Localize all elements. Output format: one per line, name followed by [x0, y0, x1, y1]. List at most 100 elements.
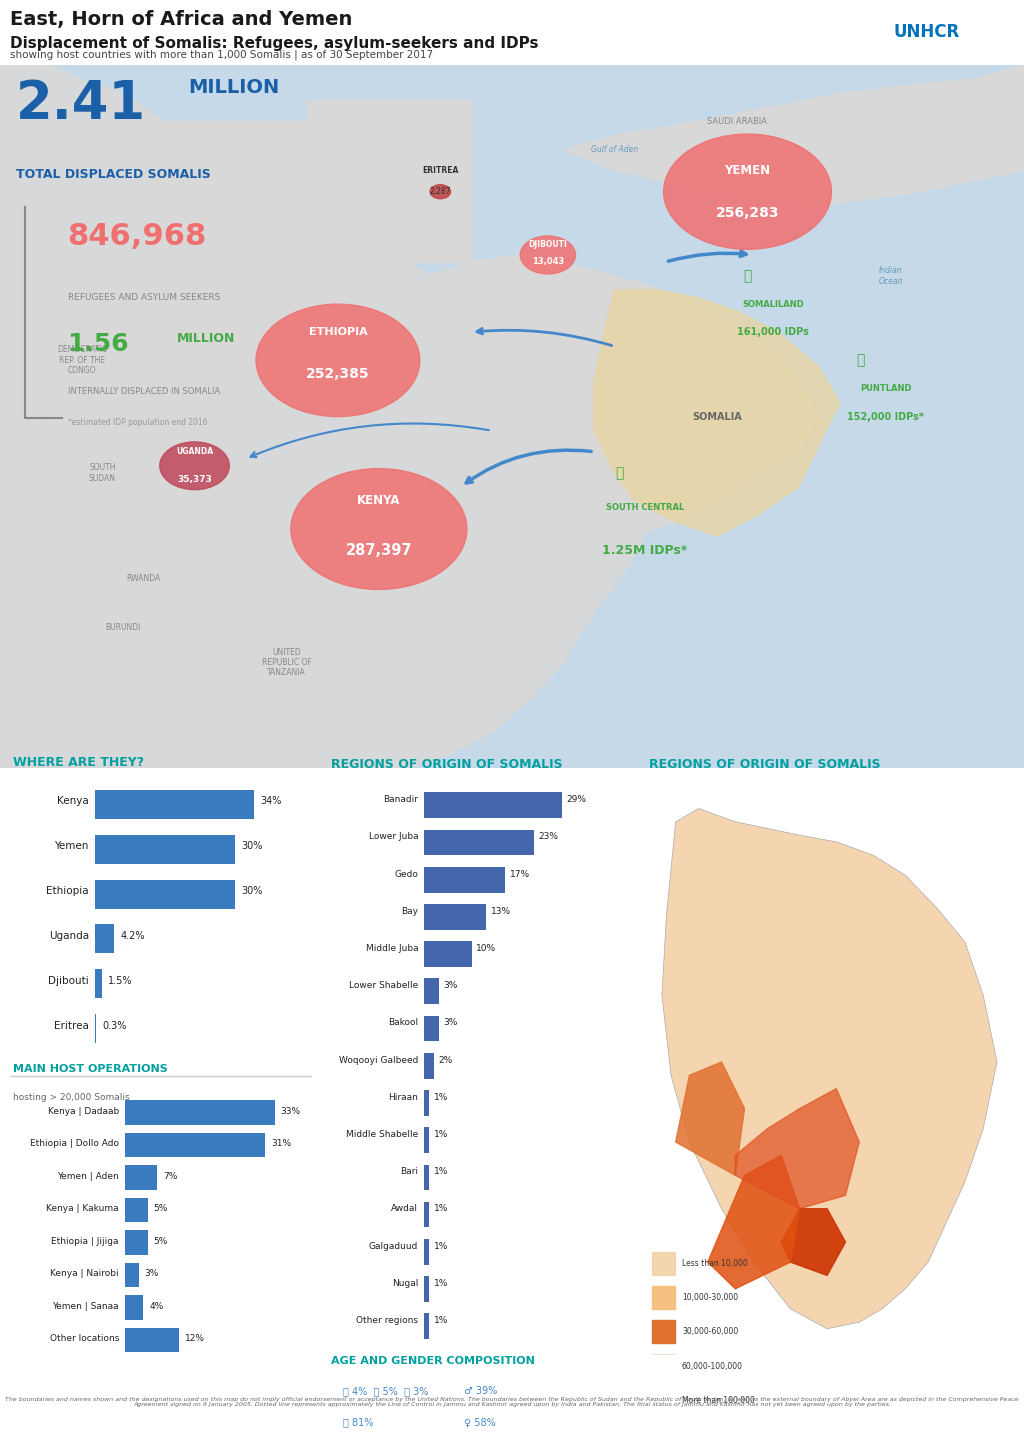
Text: BURUNDI: BURUNDI — [105, 623, 140, 632]
Text: Indian
Ocean: Indian Ocean — [879, 267, 903, 285]
Text: ERITREA: ERITREA — [422, 167, 459, 175]
Text: 1%: 1% — [433, 1130, 447, 1139]
Text: ETHIOPIA: ETHIOPIA — [308, 327, 368, 338]
Text: 2,287: 2,287 — [430, 187, 451, 196]
Bar — [125, 1198, 147, 1223]
Text: Ethiopia: Ethiopia — [46, 887, 89, 895]
Text: DJIBOUTI: DJIBOUTI — [528, 241, 567, 249]
Bar — [424, 1090, 429, 1116]
Text: 2%: 2% — [438, 1055, 453, 1065]
Bar — [424, 1165, 429, 1190]
Text: 1.25M IDPs*: 1.25M IDPs* — [602, 543, 688, 556]
Bar — [424, 867, 505, 893]
Text: Yemen: Yemen — [54, 842, 89, 851]
Text: Bakool: Bakool — [388, 1019, 418, 1027]
Text: Other regions: Other regions — [356, 1316, 418, 1324]
Bar — [424, 793, 562, 819]
Circle shape — [430, 184, 451, 199]
Text: The boundaries and names shown and the designations used on this map do not impl: The boundaries and names shown and the d… — [5, 1397, 1019, 1407]
Text: 🚶: 🚶 — [856, 354, 864, 368]
Polygon shape — [594, 290, 840, 536]
Text: REFUGEES AND ASYLUM SEEKERS: REFUGEES AND ASYLUM SEEKERS — [68, 293, 220, 301]
Text: SOMALIA: SOMALIA — [692, 412, 741, 422]
Text: 30%: 30% — [242, 842, 263, 851]
Text: TOTAL DISPLACED SOMALIS: TOTAL DISPLACED SOMALIS — [16, 168, 211, 181]
Text: Lower Shabelle: Lower Shabelle — [349, 981, 418, 990]
Polygon shape — [0, 65, 666, 768]
Polygon shape — [143, 122, 358, 361]
Text: *estimated IDP population end 2016: *estimated IDP population end 2016 — [68, 417, 207, 427]
Text: 4.2%: 4.2% — [121, 932, 145, 940]
Bar — [95, 924, 115, 953]
Polygon shape — [0, 65, 1024, 768]
Circle shape — [256, 304, 420, 417]
Text: RWANDA: RWANDA — [126, 574, 161, 582]
Polygon shape — [652, 1355, 675, 1378]
Text: Woqooyi Galbeed: Woqooyi Galbeed — [339, 1055, 418, 1065]
Text: SOMALILAND: SOMALILAND — [742, 300, 804, 309]
Text: Kenya | Kakuma: Kenya | Kakuma — [46, 1204, 119, 1213]
Text: 1%: 1% — [433, 1166, 447, 1177]
Text: 🚶: 🚶 — [615, 465, 624, 480]
Polygon shape — [708, 1155, 800, 1288]
Text: UNITED
REPUBLIC OF
TANZANIA: UNITED REPUBLIC OF TANZANIA — [262, 648, 311, 678]
Text: 23%: 23% — [538, 832, 558, 842]
Text: 33%: 33% — [281, 1107, 301, 1116]
Polygon shape — [652, 1320, 675, 1343]
Text: MAIN HOST OPERATIONS: MAIN HOST OPERATIONS — [13, 1064, 168, 1074]
Text: 🚶: 🚶 — [743, 270, 752, 283]
Text: 846,968: 846,968 — [68, 222, 207, 251]
Bar — [125, 1230, 147, 1255]
Text: KENYA: KENYA — [357, 494, 400, 507]
Text: REGIONS OF ORIGIN OF SOMALIS: REGIONS OF ORIGIN OF SOMALIS — [649, 758, 881, 771]
Text: 👨 81%: 👨 81% — [343, 1417, 373, 1427]
Text: Gedo: Gedo — [394, 869, 418, 878]
Text: Bay: Bay — [401, 907, 418, 916]
Text: Kenya | Nairobi: Kenya | Nairobi — [50, 1269, 119, 1278]
Text: WHERE ARE THEY?: WHERE ARE THEY? — [13, 756, 144, 769]
Bar — [424, 942, 472, 966]
Text: Awdal: Awdal — [391, 1204, 418, 1213]
Polygon shape — [662, 809, 997, 1329]
Text: 1.5%: 1.5% — [108, 977, 132, 985]
Text: 31%: 31% — [271, 1139, 292, 1148]
Text: Galgaduud: Galgaduud — [369, 1242, 418, 1250]
Text: Hiraan: Hiraan — [388, 1093, 418, 1101]
Bar — [125, 1100, 274, 1124]
Text: UNHCR: UNHCR — [894, 23, 959, 41]
Text: Yemen | Aden: Yemen | Aden — [57, 1172, 119, 1181]
Text: 256,283: 256,283 — [716, 206, 779, 220]
Bar — [424, 904, 486, 930]
Text: 29%: 29% — [566, 796, 587, 804]
Bar — [125, 1262, 138, 1287]
Text: 161,000 IDPs: 161,000 IDPs — [737, 327, 809, 338]
Text: 13,043: 13,043 — [531, 258, 564, 267]
Text: 252,385: 252,385 — [306, 368, 370, 381]
Text: 👧 4%  👩 5%  👴 3%: 👧 4% 👩 5% 👴 3% — [343, 1385, 428, 1395]
Text: 3%: 3% — [144, 1269, 159, 1278]
Text: SAUDI ARABIA: SAUDI ARABIA — [708, 117, 767, 126]
Text: Yemen | Sanaa: Yemen | Sanaa — [52, 1301, 119, 1310]
Circle shape — [520, 236, 575, 274]
Text: Bari: Bari — [400, 1166, 418, 1177]
Text: Uganda: Uganda — [49, 932, 89, 940]
Text: Gulf of Aden: Gulf of Aden — [591, 145, 638, 154]
Text: 3%: 3% — [443, 1019, 458, 1027]
Polygon shape — [735, 1088, 859, 1208]
Text: 10,000-30,000: 10,000-30,000 — [682, 1293, 738, 1303]
Text: ♂ 39%: ♂ 39% — [464, 1385, 497, 1395]
Text: 1%: 1% — [433, 1204, 447, 1213]
Text: DEMOCRATIC
REP. OF THE
CONGO: DEMOCRATIC REP. OF THE CONGO — [56, 345, 108, 375]
Polygon shape — [41, 312, 256, 571]
Bar — [424, 1201, 429, 1227]
Text: 3%: 3% — [443, 981, 458, 990]
Text: Less than 10,000: Less than 10,000 — [682, 1259, 748, 1268]
Text: YEMEN: YEMEN — [724, 164, 771, 177]
Text: MILLION: MILLION — [176, 332, 234, 345]
Circle shape — [160, 442, 229, 490]
Polygon shape — [781, 1208, 846, 1275]
Text: Ethiopia | Jijiga: Ethiopia | Jijiga — [51, 1236, 119, 1246]
Text: SOUTH CENTRAL: SOUTH CENTRAL — [606, 503, 684, 513]
Polygon shape — [652, 1252, 675, 1275]
Text: Nugal: Nugal — [392, 1279, 418, 1288]
